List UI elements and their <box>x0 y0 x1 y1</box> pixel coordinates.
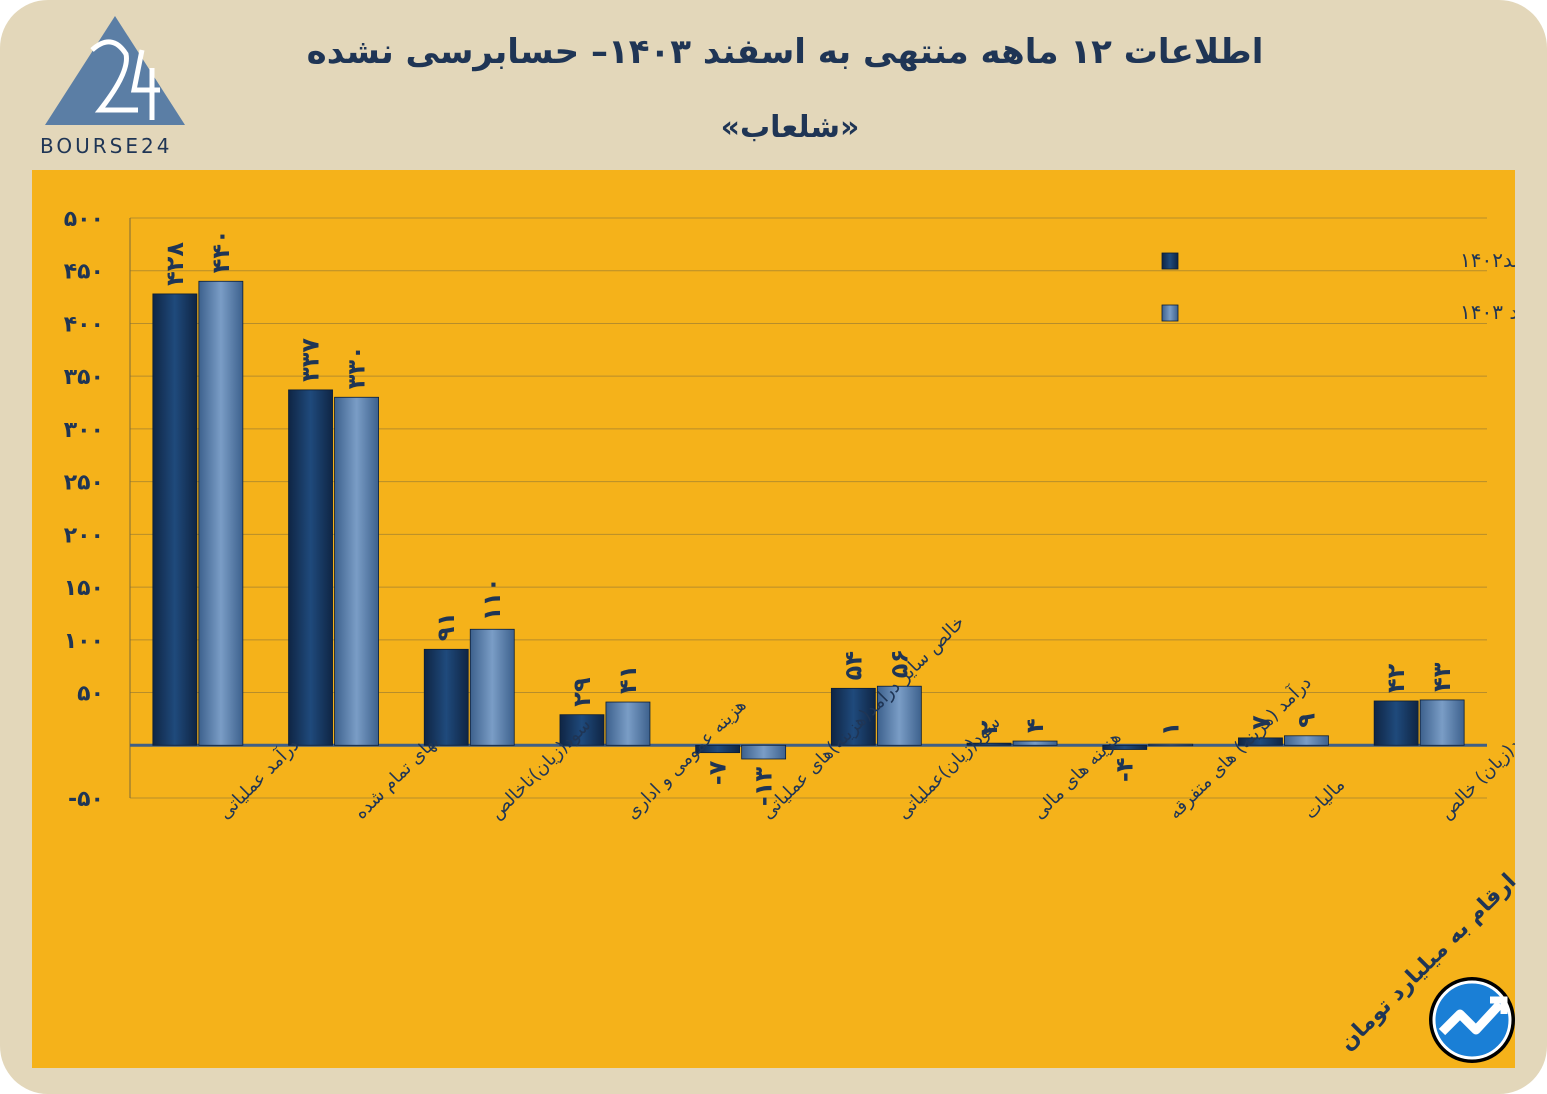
data-label: ۳۳۷ <box>297 338 325 382</box>
data-label: ۵۶ <box>885 649 913 678</box>
data-label: ۹ <box>1292 713 1320 728</box>
bar-1403 <box>1419 699 1465 746</box>
data-label: ۲ <box>975 720 1003 735</box>
logo-text: BOURSE24 <box>40 134 173 158</box>
data-label: ۴ <box>1021 718 1049 733</box>
bar-1403 <box>605 701 651 746</box>
bar-1403 <box>1284 735 1329 746</box>
data-label: -۷ <box>704 760 732 785</box>
bar-1403 <box>876 685 922 746</box>
bar-1402 <box>288 389 333 746</box>
x-tick-label: درآمد (هزینه) های متفرقه <box>1163 671 1316 824</box>
bar-1402 <box>966 742 1012 746</box>
y-tick-label: ۳۵۰ <box>64 365 104 390</box>
legend-label: عملکرد منتهی به اسفند۱۴۰۲ <box>1460 248 1515 272</box>
chart-subtitle: «شلعاب» <box>720 110 860 145</box>
legend-swatch-1402 <box>1161 252 1179 270</box>
bar-1403 <box>334 396 379 746</box>
data-label: ۳۳۰ <box>343 345 371 389</box>
bar-1403 <box>469 628 515 746</box>
bar-1403 <box>198 280 244 746</box>
bar-chart: -۵۰ ۵۰ ۱۰۰ ۱۵۰ ۲۰۰ ۲۵۰ ۳۰۰ ۳۵۰ ۴۰۰ ۴۵۰ ۵۰۰ ۴۲۸ ۴۴۰ د… <box>64 207 1515 824</box>
y-tick-label: ۵۰ <box>77 682 104 707</box>
data-label: -۱۳ <box>750 767 778 807</box>
x-tick-label: درآمد عملیاتی <box>213 733 303 823</box>
bar-1403 <box>741 744 787 760</box>
y-tick-label: -۵۰ <box>68 787 104 812</box>
x-tick-label: مالیات <box>1300 774 1349 823</box>
bar-1403 <box>1012 740 1058 746</box>
y-tick-label: ۴۰۰ <box>64 312 104 337</box>
bar-1402 <box>695 744 741 754</box>
bar-1402 <box>152 293 198 746</box>
data-label: ۴۳ <box>1428 662 1456 692</box>
bourse24-logo-icon <box>45 16 185 125</box>
data-label: ۴۲۸ <box>161 242 189 286</box>
y-tick-label: ۲۵۰ <box>64 471 104 496</box>
legend-label: عملکرد منتهی به اسفند ۱۴۰۳ <box>1460 300 1515 324</box>
data-label: ۱ <box>1157 722 1185 737</box>
bar-1402 <box>830 687 876 746</box>
legend-swatch-1403 <box>1161 304 1179 322</box>
data-label: ۵۴ <box>839 651 867 680</box>
data-label: ۱۱۰ <box>478 577 506 621</box>
bar-1402 <box>1373 700 1419 746</box>
y-tick-label: ۲۰۰ <box>64 523 104 548</box>
bar-1402 <box>1102 744 1148 750</box>
bar-1402 <box>423 648 469 746</box>
chart-panel: -۵۰ ۵۰ ۱۰۰ ۱۵۰ ۲۰۰ ۲۵۰ ۳۰۰ ۳۵۰ ۴۰۰ ۴۵۰ ۵۰۰ ۴۲۸ ۴۴۰ د… <box>32 170 1515 1068</box>
data-label: ۴۲ <box>1382 663 1410 693</box>
y-tick-label: ۴۵۰ <box>64 260 104 285</box>
chart-title: اطلاعات ۱۲ ماهه منتهی به اسفند ۱۴۰۳– حسا… <box>306 32 1264 72</box>
data-label: ۴۴۰ <box>207 229 235 273</box>
bar-1403 <box>1148 743 1194 747</box>
y-tick-label: ۳۰۰ <box>64 418 104 443</box>
data-label: ۷ <box>1246 715 1274 730</box>
y-tick-label: ۵۰۰ <box>64 207 104 232</box>
bar-1402 <box>1238 737 1283 746</box>
y-tick-label: ۱۰۰ <box>64 629 104 654</box>
data-label: ۴۱ <box>614 665 642 694</box>
trend-badge-icon <box>1429 977 1515 1063</box>
y-tick-label: ۱۵۰ <box>64 576 104 601</box>
data-label: ۹۱ <box>432 612 460 641</box>
bar-1402 <box>559 714 605 746</box>
data-label: -۴ <box>1111 757 1139 782</box>
data-label: ۲۹ <box>568 677 596 707</box>
